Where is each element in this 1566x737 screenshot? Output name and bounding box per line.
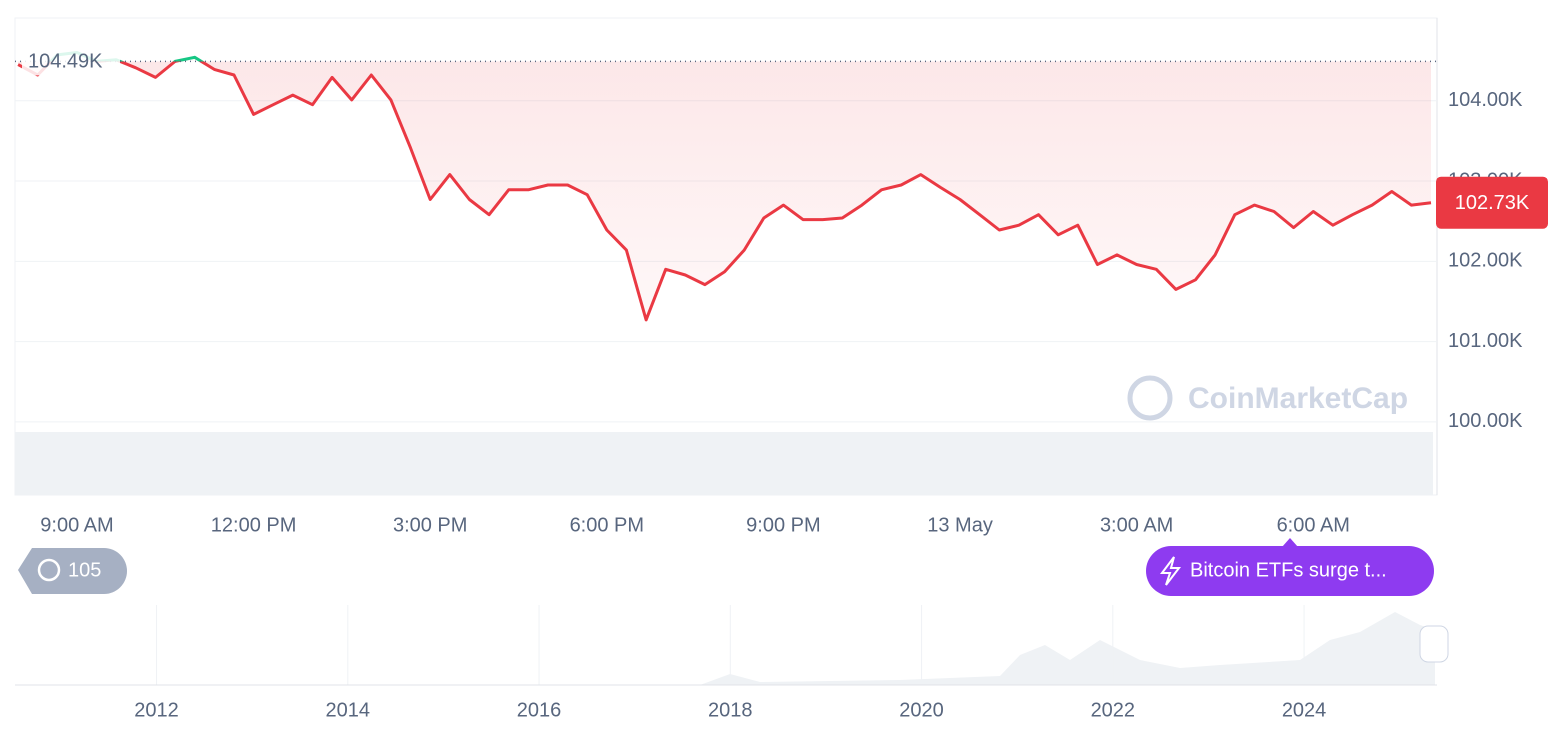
volume-band [15,432,1433,495]
y-tick-label: 104.00K [1448,89,1523,111]
news-headline: Bitcoin ETFs surge t... [1190,559,1387,581]
x-tick-label: 9:00 AM [40,514,113,536]
current-label: 102.73K [1455,192,1530,214]
x-tick-label: 13 May [927,514,993,536]
reference-label: 104.49K [28,51,103,73]
navigator-tick-label: 2024 [1282,699,1327,721]
y-tick-label: 102.00K [1448,250,1523,272]
navigator-tick-label: 2020 [899,699,944,721]
x-tick-label: 3:00 AM [1100,514,1173,536]
history-icon [37,558,61,582]
bolt-icon [1160,556,1182,586]
navigator-tick-label: 2016 [517,699,562,721]
price-line [17,51,1432,322]
news-count: 105 [68,559,101,581]
news-pill[interactable] [1146,546,1434,596]
navigator-area [15,612,1435,685]
x-tick-label: 6:00 AM [1277,514,1350,536]
x-tick-label: 12:00 PM [211,514,297,536]
navigator-tick-label: 2018 [708,699,753,721]
area-fill [18,52,1432,320]
x-tick-label: 9:00 PM [746,514,820,536]
y-tick-label: 101.00K [1448,330,1523,352]
reference-label-bg [22,47,120,76]
navigator [15,605,1449,685]
navigator-tick-label: 2014 [326,699,371,721]
x-tick-label: 3:00 PM [393,514,467,536]
news-pointer [1282,538,1298,547]
navigator-tick-label: 2012 [134,699,179,721]
current-badge [1436,176,1548,229]
x-tick-label: 6:00 PM [570,514,644,536]
navigator-tick-label: 2022 [1091,699,1136,721]
watermark: CoinMarketCap [1188,382,1408,415]
y-tick-label: 100.00K [1448,410,1523,432]
navigator-handle[interactable] [1419,625,1449,663]
watermark-logo [1127,375,1173,421]
